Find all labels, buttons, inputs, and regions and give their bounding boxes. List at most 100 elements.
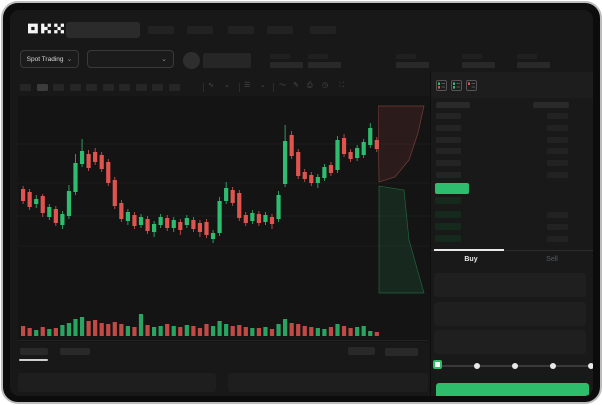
ask-price-placeholder bbox=[436, 148, 461, 154]
market-mode-dropdown[interactable]: Spot Trading ⌄ bbox=[20, 50, 79, 68]
bottom-tab-4[interactable] bbox=[385, 348, 418, 356]
coin-avatar bbox=[183, 52, 200, 69]
slider-step-dot[interactable] bbox=[550, 363, 556, 369]
nav-item-placeholder[interactable] bbox=[228, 26, 254, 34]
bottom-tab-3[interactable] bbox=[348, 347, 375, 355]
market-mode-label: Spot Trading bbox=[26, 55, 64, 63]
candle-style-icon[interactable]: ☰ bbox=[244, 82, 251, 89]
timeframe-button[interactable] bbox=[168, 84, 180, 91]
tab-divider bbox=[431, 250, 593, 251]
ask-price-placeholder bbox=[436, 113, 461, 119]
timezone-icon[interactable]: ◷ bbox=[322, 82, 329, 89]
bottom-panel-left bbox=[18, 373, 216, 392]
order-book-panel: Buy Sell bbox=[430, 72, 593, 396]
price-input[interactable] bbox=[434, 273, 586, 297]
line-type-icon[interactable]: ～ bbox=[279, 82, 286, 89]
stat-value-placeholder bbox=[396, 62, 429, 68]
drawing-tools-icon[interactable]: ✎ bbox=[293, 82, 299, 89]
ask-price-placeholder bbox=[436, 160, 461, 166]
stat-label-placeholder bbox=[462, 54, 482, 59]
ask-amount-placeholder bbox=[547, 113, 568, 119]
okx-trading-app: Spot Trading ⌄ ⌄ ∿ ⌄ ☰ ⌄ ～ ✎ ⎙ ◷ ⛶ bbox=[10, 10, 593, 396]
slider-step-dot[interactable] bbox=[474, 363, 480, 369]
timeframe-button[interactable] bbox=[20, 84, 31, 91]
bid-amount-placeholder bbox=[547, 224, 568, 230]
toolbar-divider bbox=[203, 83, 204, 92]
timeframe-button[interactable] bbox=[102, 84, 114, 91]
timeframe-button[interactable] bbox=[69, 84, 81, 91]
ask-price-placeholder bbox=[436, 125, 461, 131]
timeframe-button[interactable] bbox=[36, 84, 48, 91]
indicators-chevron-icon[interactable]: ⌄ bbox=[224, 82, 230, 89]
ask-amount-placeholder bbox=[547, 172, 568, 178]
bid-price-placeholder bbox=[435, 235, 461, 242]
price-column-header-placeholder bbox=[436, 102, 470, 108]
nav-item-placeholder[interactable] bbox=[148, 26, 174, 34]
stat-value-placeholder bbox=[517, 62, 550, 68]
timeframe-button[interactable] bbox=[152, 84, 163, 91]
stat-label-placeholder bbox=[396, 54, 416, 59]
timeframe-button[interactable] bbox=[86, 84, 97, 91]
okx-logo bbox=[28, 23, 64, 34]
buy-tab-indicator bbox=[434, 249, 504, 251]
ask-amount-placeholder bbox=[547, 137, 568, 143]
bottom-divider bbox=[18, 340, 428, 341]
bid-price-placeholder bbox=[435, 223, 461, 230]
last-price-chip[interactable] bbox=[435, 183, 469, 194]
stat-label-placeholder bbox=[308, 54, 328, 59]
bid-amount-placeholder bbox=[547, 236, 568, 242]
pair-selector-dropdown[interactable]: ⌄ bbox=[87, 50, 174, 68]
bottom-panel-right bbox=[228, 373, 428, 392]
ask-amount-placeholder bbox=[547, 160, 568, 166]
tab-sell[interactable]: Sell bbox=[546, 256, 558, 263]
nav-item-placeholder[interactable] bbox=[267, 26, 293, 34]
chevron-down-icon: ⌄ bbox=[66, 55, 73, 63]
nav-item-placeholder[interactable] bbox=[310, 26, 336, 34]
slider-step-dot[interactable] bbox=[512, 363, 518, 369]
depth-asks-area bbox=[378, 105, 425, 183]
candle-style-chevron-icon[interactable]: ⌄ bbox=[260, 82, 266, 89]
book-both-icon[interactable] bbox=[436, 80, 447, 91]
candlestick-chart[interactable] bbox=[18, 96, 430, 342]
timeframe-button[interactable] bbox=[135, 84, 147, 91]
screenshot-icon[interactable]: ⎙ bbox=[307, 82, 313, 89]
amount-input[interactable] bbox=[434, 302, 586, 326]
order-book-header-strip bbox=[431, 72, 593, 98]
book-asks-icon[interactable] bbox=[466, 80, 477, 91]
timeframe-button[interactable] bbox=[119, 84, 130, 91]
bid-amount-placeholder bbox=[547, 212, 568, 218]
chevron-down-icon: ⌄ bbox=[161, 55, 167, 63]
depth-preview-chart bbox=[378, 105, 425, 294]
ask-amount-placeholder bbox=[547, 148, 568, 154]
bid-price-placeholder bbox=[435, 211, 461, 218]
tab-buy[interactable]: Buy bbox=[464, 256, 478, 263]
stat-label-placeholder bbox=[270, 54, 290, 59]
amount-column-header-placeholder bbox=[533, 102, 569, 108]
ask-price-placeholder bbox=[436, 172, 461, 178]
bottom-tab-2[interactable] bbox=[60, 348, 90, 355]
indicators-icon[interactable]: ∿ bbox=[208, 82, 214, 89]
price-chart-area[interactable] bbox=[18, 96, 430, 342]
pair-name-placeholder bbox=[203, 53, 251, 68]
ask-price-placeholder bbox=[436, 137, 461, 143]
nav-item-placeholder[interactable] bbox=[187, 26, 213, 34]
fullscreen-icon[interactable]: ⛶ bbox=[339, 82, 344, 89]
bid-price-placeholder bbox=[435, 197, 461, 204]
bottom-tab-1[interactable] bbox=[20, 348, 48, 355]
search-input[interactable] bbox=[66, 22, 140, 38]
stat-value-placeholder bbox=[308, 62, 341, 68]
stat-label-placeholder bbox=[517, 54, 537, 59]
depth-bids-area bbox=[378, 185, 425, 294]
buy-button[interactable] bbox=[436, 383, 589, 396]
stat-value-placeholder bbox=[462, 62, 495, 68]
slider-handle[interactable] bbox=[433, 360, 442, 369]
ask-amount-placeholder bbox=[547, 125, 568, 131]
total-input[interactable] bbox=[434, 330, 586, 354]
stat-value-placeholder bbox=[270, 62, 303, 68]
timeframe-button[interactable] bbox=[53, 84, 64, 91]
book-bids-icon[interactable] bbox=[451, 80, 462, 91]
active-tab-underline bbox=[19, 359, 48, 361]
slider-step-dot[interactable] bbox=[588, 363, 593, 369]
toolbar-divider bbox=[273, 83, 274, 92]
